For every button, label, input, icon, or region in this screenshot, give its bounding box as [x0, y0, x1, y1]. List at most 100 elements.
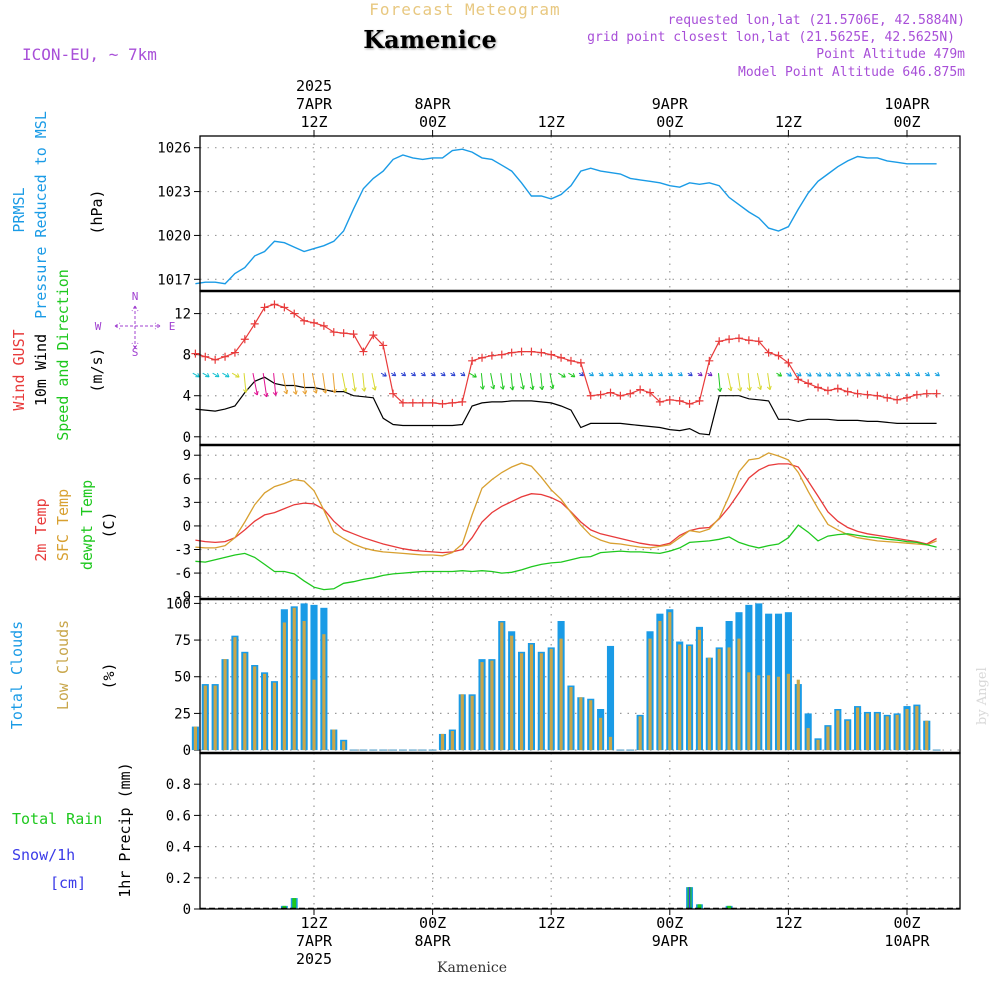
temp-label-sfc: SFC Temp [54, 489, 72, 561]
gust-marker [932, 389, 941, 398]
wind-arrow-head [579, 371, 585, 377]
top-tick-label: 12Z [775, 113, 802, 131]
gust-marker [715, 337, 724, 346]
wind-arrow [362, 373, 365, 392]
wind-arrow-head [895, 371, 901, 377]
wind-arrow-head [746, 386, 752, 392]
wind-arrow [243, 373, 247, 393]
gust-marker [300, 316, 309, 325]
wind-arrow [222, 372, 230, 378]
precip-ytick-label: 0.2 [166, 871, 191, 887]
precip-panel: 0 0.2 0.4 0.6 0.8 [166, 753, 960, 918]
temp-label-unit: (C) [100, 511, 118, 538]
wind-arrow-head [451, 371, 456, 377]
wind-arrow-head [827, 372, 832, 377]
low-cloud-bar [678, 644, 682, 751]
temperature-ytick-label: 0 [183, 519, 191, 535]
wind-arrow-head [235, 373, 240, 378]
clouds-label-low: Low Clouds [54, 620, 72, 710]
wind-arrow [510, 373, 514, 391]
wind-arrow-head [648, 371, 654, 377]
gust-marker [665, 395, 674, 404]
low-cloud-bar [776, 676, 781, 751]
low-cloud-bar [658, 621, 662, 751]
clouds-ytick-label: 75 [174, 633, 191, 649]
pressure-ytick-label: 1017 [157, 272, 191, 288]
wind-arrow-head [846, 372, 852, 377]
wind-ytick-label: 12 [174, 307, 191, 323]
wind-arrow-head [856, 372, 862, 377]
wind-arrow-head [431, 371, 436, 377]
wind-arrow [302, 373, 306, 395]
low-cloud-bar [302, 621, 306, 751]
precip-rain-bar [292, 898, 297, 909]
low-cloud-bar [450, 731, 454, 751]
wind-panel: 0 4 8 12 [174, 291, 960, 446]
model-altitude: Model Point Altitude 646.875m [738, 65, 965, 80]
wind-arrow-head [382, 372, 387, 377]
wind-ytick-label: 0 [183, 430, 191, 446]
clouds-label-total: Total Clouds [8, 621, 26, 729]
low-cloud-bar [638, 716, 642, 751]
low-cloud-bar [717, 648, 721, 751]
low-cloud-bar [925, 720, 929, 751]
low-cloud-bar [500, 622, 504, 751]
low-cloud-bar [282, 622, 286, 751]
gust-marker [487, 351, 496, 360]
wind-arrow [747, 373, 751, 391]
wind-arrow [351, 373, 356, 392]
low-cloud-bar [223, 659, 227, 751]
wind-arrow-head [549, 384, 555, 390]
gust-marker [873, 391, 882, 400]
wind-arrow-head [272, 391, 278, 396]
wind-arrow-head [599, 371, 604, 377]
low-cloud-bar [440, 733, 445, 751]
station-title: Kamenice [363, 25, 497, 54]
low-cloud-bar [915, 706, 919, 751]
panel-labels: PRMSL Pressure Reduced to MSL (hPa) Wind GU… [8, 111, 961, 910]
top-tick-label: 2025 [296, 77, 332, 95]
low-cloud-bar [193, 726, 197, 751]
wind-arrow-head [797, 372, 802, 377]
tsfc-line [195, 452, 937, 557]
wind-arrow [262, 373, 268, 397]
credit-watermark: by Angel [975, 667, 990, 725]
gust-marker [458, 397, 467, 406]
clouds-ytick-label: 0 [183, 743, 191, 759]
gust-marker [359, 347, 368, 356]
gust-marker [369, 331, 378, 340]
gust-marker [547, 350, 556, 359]
gust-marker [616, 391, 625, 400]
wind10m-line [195, 376, 937, 436]
bottom-tick-label: 8APR [415, 932, 452, 950]
low-cloud-bar [895, 714, 899, 751]
low-cloud-bar [510, 635, 514, 751]
wind-arrow [737, 373, 742, 392]
pressure-label-prmsl: PRMSL [10, 187, 28, 232]
t2m-line [195, 463, 937, 554]
temperature-ytick-label: -3 [174, 543, 191, 559]
wind-ytick-label: 8 [183, 348, 191, 364]
wind-arrow-head [777, 372, 783, 377]
wind-arrow-head [589, 371, 594, 377]
wind-arrow-head [342, 387, 348, 393]
low-cloud-bar [470, 695, 474, 751]
gust-marker [517, 347, 526, 356]
low-cloud-bar [233, 637, 237, 751]
total-cloud-bar [606, 645, 615, 751]
bottom-tick-label: 7APR [296, 932, 333, 950]
wind-arrow [322, 373, 327, 394]
wind-arrow-head [836, 372, 842, 377]
wind-arrow-head [787, 372, 792, 377]
compass-letter: E [169, 320, 176, 333]
low-cloud-bar [707, 657, 711, 751]
wind-arrow [529, 373, 534, 390]
wind-arrow [727, 373, 732, 391]
low-cloud-bar [589, 700, 593, 751]
gust-marker [537, 348, 546, 357]
gust-marker [507, 348, 516, 357]
low-cloud-bar [480, 662, 484, 751]
wind-arrow-head [817, 372, 822, 377]
